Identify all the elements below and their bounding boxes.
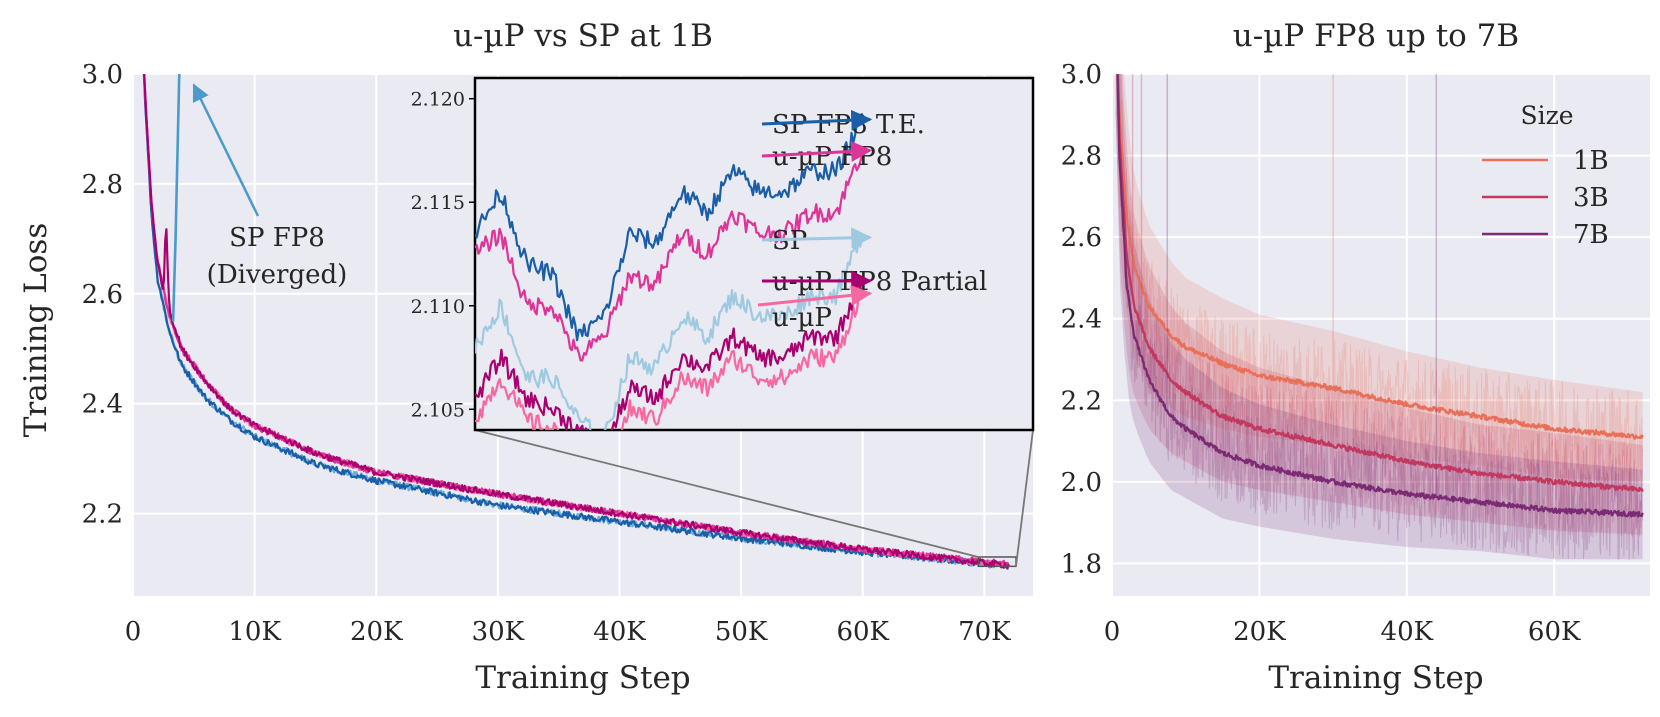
inset-series-line — [475, 113, 864, 342]
inset-label-arrow — [761, 140, 873, 162]
diverged-annotation-line1: SP FP8 — [229, 223, 325, 253]
legend-label-1b: 1B — [1573, 146, 1609, 176]
legend-label-7b: 7B — [1573, 220, 1609, 250]
right-series-line — [1116, 74, 1644, 493]
inset-label: SP FP8 T.E. — [772, 110, 925, 140]
inset-series-group — [475, 113, 864, 430]
right-series-line — [1116, 74, 1644, 518]
left-series-group — [142, 74, 1010, 571]
right-x-axis-label: Training Step — [1268, 660, 1483, 696]
right-series-raw — [1116, 74, 1644, 483]
inset-series-line — [475, 285, 864, 430]
left-x-tick-label: 10K — [228, 617, 281, 647]
left-y-tick-label: 2.6 — [82, 280, 123, 310]
diverged-annotation-line2: (Diverged) — [207, 260, 348, 290]
left-x-tick-label: 30K — [472, 617, 525, 647]
zoom-connector-left — [474, 429, 979, 558]
right-x-tick-label: 0 — [1104, 617, 1121, 647]
right-series-line — [1116, 74, 1644, 440]
left-x-tick-label: 50K — [715, 617, 768, 647]
right-y-tick-label: 2.8 — [1061, 142, 1102, 172]
inset-series-line — [475, 155, 864, 362]
inset-label: u-µP FP8 — [772, 142, 892, 172]
right-series-band — [1115, 74, 1643, 535]
left-x-tick-label: 60K — [836, 617, 889, 647]
left-x-tick-label: 70K — [958, 617, 1011, 647]
inset-label: u-µP — [772, 303, 832, 333]
right-y-tick-label: 1.8 — [1061, 549, 1102, 579]
right-x-tick-label: 20K — [1233, 617, 1286, 647]
right-chart-title: u-µP FP8 up to 7B — [1233, 18, 1519, 54]
left-series-line — [142, 74, 1009, 571]
right-y-tick-label: 2.6 — [1061, 223, 1102, 253]
left-series-line — [143, 74, 1010, 570]
right-x-tick-label: 60K — [1528, 617, 1581, 647]
right-y-tick-label: 2.0 — [1061, 468, 1102, 498]
left-chart-title: u-µP vs SP at 1B — [453, 18, 713, 54]
inset-y-tick-label: 2.105 — [411, 399, 465, 421]
right-x-tick-label: 40K — [1381, 617, 1434, 647]
right-series-raw — [1116, 74, 1644, 538]
right-y-tick-label: 2.4 — [1061, 305, 1102, 335]
inset-y-tick-label: 2.120 — [411, 89, 465, 111]
right-series-group — [1115, 74, 1644, 561]
right-y-tick-label: 2.2 — [1061, 386, 1102, 416]
inset-series-line — [475, 277, 864, 430]
zoom-connector-right — [1015, 429, 1034, 567]
left-x-axis-label: Training Step — [475, 660, 690, 696]
inset-series-line — [475, 236, 864, 430]
right-series-raw — [1116, 74, 1644, 561]
inset-label-arrow — [761, 109, 873, 131]
left-y-tick-label: 2.4 — [82, 390, 123, 420]
left-x-tick-label: 40K — [593, 617, 646, 647]
diverged-annotation-arrow — [192, 83, 260, 217]
right-y-tick-label: 3.0 — [1061, 60, 1102, 90]
inset-y-tick-label: 2.110 — [411, 296, 465, 318]
legend-title: Size — [1520, 101, 1573, 130]
left-y-tick-label: 2.2 — [82, 500, 123, 530]
inset-y-tick-label: 2.115 — [411, 192, 465, 214]
left-y-tick-label: 3.0 — [82, 60, 123, 90]
inset-plot-area — [473, 76, 1035, 432]
left-y-tick-label: 2.8 — [82, 170, 123, 200]
inset-label-arrow — [761, 227, 873, 249]
legend-label-3b: 3B — [1573, 183, 1609, 213]
left-x-tick-label: 0 — [125, 617, 142, 647]
right-series-band — [1115, 74, 1643, 560]
left-series-line — [171, 74, 181, 322]
left-x-tick-label: 20K — [350, 617, 403, 647]
right-chart: 0 20K 40K 60K 1.8 2.0 2.2 2.4 2.6 2.8 3.0 u-µP FP8 … — [1061, 18, 1650, 696]
inset-label-arrow — [757, 284, 873, 307]
left-y-axis-label: Training Loss — [18, 223, 54, 438]
right-series-band — [1115, 74, 1643, 482]
